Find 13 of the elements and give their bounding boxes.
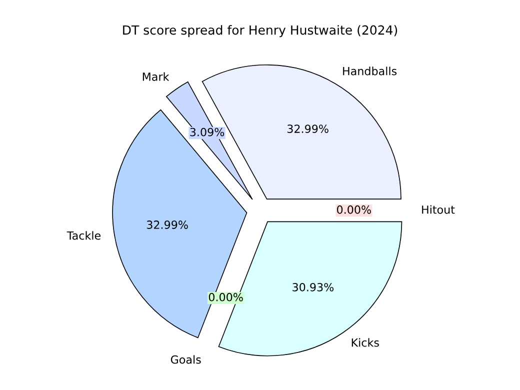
category-label: Goals bbox=[170, 355, 201, 364]
data-label: 3.09% bbox=[190, 128, 224, 136]
text: 0.00% bbox=[208, 292, 243, 302]
slice-label: Handballs bbox=[343, 66, 397, 76]
chart-title: DT score spread for Henry Hustwaite (2024) bbox=[123, 25, 398, 38]
slice-label: Mark bbox=[142, 72, 170, 81]
slice-label: Tackle bbox=[66, 231, 101, 240]
category-label: Hitout bbox=[422, 205, 455, 214]
data-label: 30.93% bbox=[292, 282, 334, 292]
text: 0.00% bbox=[336, 205, 371, 214]
slice-label: Kicks bbox=[352, 338, 379, 347]
data-label: 32.99% bbox=[287, 124, 328, 134]
data-label: 32.99% bbox=[146, 220, 188, 229]
